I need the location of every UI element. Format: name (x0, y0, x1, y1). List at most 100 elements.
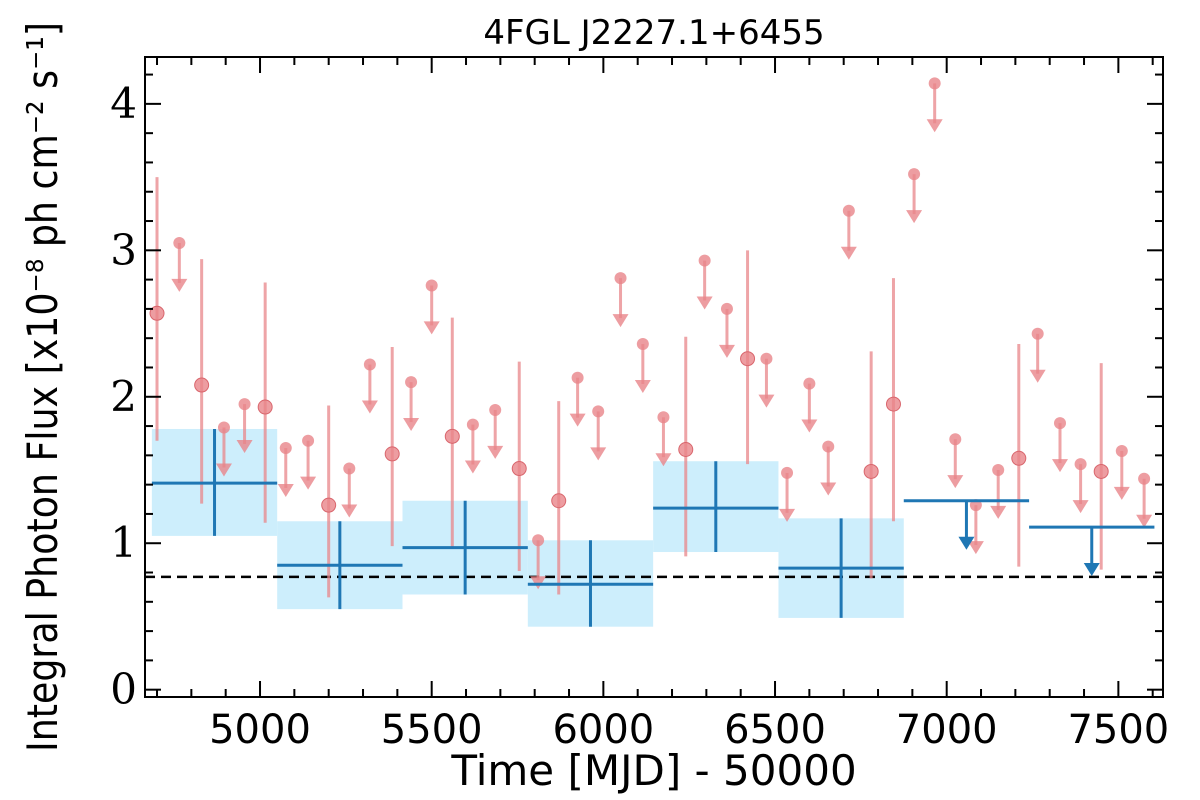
short-bin-upper-limit-arrow (277, 483, 294, 497)
short-bin-point (551, 493, 567, 509)
short-bin-upper-limit-point (363, 358, 376, 371)
short-bin-upper-limit-arrow (236, 440, 253, 454)
short-bin-upper-limit-arrow (1136, 514, 1153, 528)
short-bin-upper-limit-point (279, 442, 292, 455)
short-bin-upper-limit-arrow (361, 400, 378, 414)
short-bin-upper-limit-point (343, 462, 356, 475)
short-bin-point (1093, 463, 1109, 479)
x-tick-label: 5000 (209, 707, 311, 753)
short-bin-upper-limit-arrow (801, 419, 818, 433)
short-bin-upper-limit-point (1053, 417, 1066, 430)
short-bin-upper-limit-arrow (967, 541, 984, 555)
short-bin-point (863, 463, 879, 479)
short-bin-upper-limit-arrow (487, 445, 504, 459)
short-bin-upper-limit-arrow (655, 453, 672, 467)
short-bin-upper-limit-point (466, 418, 479, 431)
short-bin-series (149, 77, 1153, 598)
short-bin-upper-limit-point (928, 77, 941, 90)
short-bin-upper-limit-arrow (1051, 459, 1068, 473)
short-bin-upper-limit-arrow (1072, 500, 1089, 514)
short-bin-upper-limit-point (822, 440, 835, 453)
short-bin-upper-limit-arrow (215, 463, 232, 477)
short-bin-upper-limit-point (720, 302, 733, 315)
y-tick-label: 3 (110, 225, 137, 274)
x-tick-label: 7000 (896, 707, 998, 753)
short-bin-upper-limit-point (302, 434, 315, 447)
short-bin-upper-limit-arrow (634, 379, 651, 393)
short-bin-upper-limit-point (217, 421, 230, 434)
short-bin-upper-limit-point (992, 463, 1005, 476)
short-bin-upper-limit-point (425, 279, 438, 292)
short-bin-upper-limit-arrow (840, 246, 857, 260)
short-bin-upper-limit-arrow (926, 119, 943, 133)
y-tick-label: 4 (110, 79, 137, 128)
short-bin-upper-limit-arrow (612, 314, 629, 328)
x-tick-label: 6500 (724, 707, 826, 753)
short-bin-upper-limit-point (949, 433, 962, 446)
short-bin-upper-limit-arrow (718, 344, 735, 358)
short-bin-upper-limit-arrow (906, 210, 923, 224)
short-bin-point (678, 441, 694, 457)
y-tick-label: 2 (110, 372, 137, 421)
axis-ticks: 5000 5500 6000 6500 7000 7500 0 1 2 3 4 (110, 57, 1169, 753)
short-bin-upper-limit-point (1031, 327, 1044, 340)
short-bin-upper-limit-point (489, 403, 502, 416)
short-bin-upper-limit-point (657, 411, 670, 424)
short-bin-upper-limit-arrow (779, 508, 796, 522)
short-bin-upper-limit-arrow (569, 413, 586, 427)
short-bin-upper-limit-arrow (1113, 486, 1130, 500)
short-bin-upper-limit-point (781, 466, 794, 479)
short-bin-upper-limit-point (1138, 472, 1151, 485)
short-bin-upper-limit-point (760, 352, 773, 365)
long-bin-upper-limit-arrow (1083, 563, 1100, 577)
short-bin-upper-limit-point (571, 371, 584, 384)
short-bin-upper-limit-arrow (590, 447, 607, 461)
short-bin-upper-limit-point (698, 254, 711, 267)
short-bin-upper-limit-arrow (341, 504, 358, 518)
y-tick-label: 1 (110, 518, 137, 567)
short-bin-upper-limit-arrow (820, 482, 837, 496)
short-bin-upper-limit-arrow (947, 475, 964, 489)
long-bin-upper-limit-arrow (958, 536, 975, 550)
short-bin-upper-limit-point (238, 398, 251, 411)
plot-frame (144, 56, 1164, 698)
chart-title: 4FGL J2227.1+6455 (483, 13, 824, 53)
short-bin-upper-limit-arrow (990, 505, 1007, 519)
short-bin-upper-limit-point (592, 405, 605, 418)
short-bin-point (384, 446, 400, 462)
short-bin-point (257, 399, 273, 415)
short-bin-point (885, 396, 901, 412)
short-bin-upper-limit-point (842, 204, 855, 217)
x-tick-label: 7500 (1067, 707, 1169, 753)
short-bin-point (149, 305, 165, 321)
short-bin-upper-limit-point (405, 376, 418, 389)
short-bin-upper-limit-arrow (696, 296, 713, 310)
short-bin-upper-limit-arrow (758, 394, 775, 408)
short-bin-point (444, 428, 460, 444)
short-bin-upper-limit-point (532, 534, 545, 547)
x-tick-label: 5500 (381, 707, 483, 753)
y-tick-label: 0 (110, 665, 137, 714)
short-bin-upper-limit-point (1115, 444, 1128, 457)
y-axis-label: Integral Photon Flux [x10⁻⁸ ph cm⁻² s⁻¹] (18, 22, 67, 752)
short-bin-point (194, 377, 210, 393)
short-bin-upper-limit-arrow (464, 460, 481, 474)
short-bin-upper-limit-point (614, 272, 627, 285)
short-bin-upper-limit-arrow (171, 278, 188, 292)
short-bin-upper-limit-point (908, 168, 921, 181)
short-bin-upper-limit-point (1074, 458, 1087, 471)
short-bin-point (511, 461, 527, 477)
short-bin-upper-limit-point (173, 236, 186, 249)
short-bin-point (1011, 450, 1027, 466)
short-bin-upper-limit-point (803, 377, 816, 390)
x-tick-label: 6000 (552, 707, 654, 753)
short-bin-upper-limit-arrow (423, 321, 440, 335)
short-bin-upper-limit-point (636, 338, 649, 351)
short-bin-upper-limit-arrow (403, 418, 420, 432)
short-bin-point (740, 351, 756, 367)
x-axis-label: Time [MJD] - 50000 (450, 746, 856, 795)
short-bin-upper-limit-arrow (300, 476, 317, 490)
short-bin-upper-limit-arrow (1029, 369, 1046, 383)
long-bin-series (151, 428, 1155, 627)
